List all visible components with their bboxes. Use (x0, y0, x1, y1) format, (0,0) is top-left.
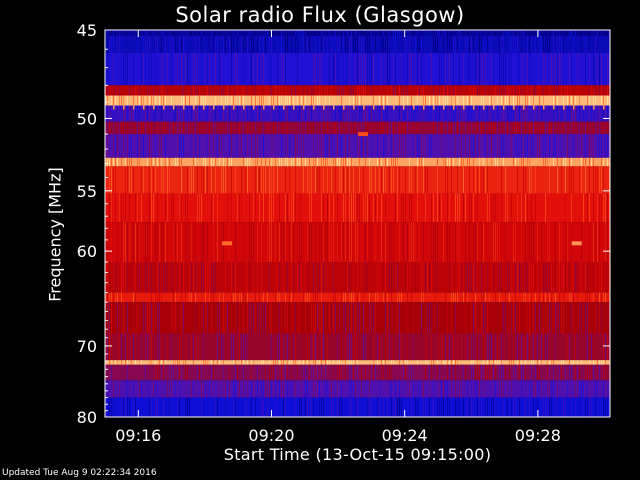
interference-tick (253, 105, 255, 110)
interference-tick (233, 105, 235, 110)
frequency-band (105, 302, 610, 334)
frequency-band (105, 35, 610, 53)
frequency-band (105, 364, 610, 381)
interference-tick (573, 105, 575, 110)
y-axis-label: Frequency [MHz] (45, 167, 65, 302)
radio-burst (571, 241, 582, 246)
interference-tick (383, 105, 385, 110)
interference-tick (603, 105, 605, 110)
plot-frame (104, 29, 611, 418)
frequency-band (105, 85, 610, 96)
interference-tick (363, 105, 365, 110)
interference-tick (123, 105, 125, 110)
interference-tick (323, 105, 325, 110)
interference-tick (173, 105, 175, 110)
interference-tick (153, 105, 155, 110)
frequency-band (105, 380, 610, 398)
y-tick-label: 80 (77, 408, 97, 427)
frequency-band (105, 157, 610, 167)
interference-tick (533, 105, 535, 110)
x-tick-label: 09:24 (382, 426, 428, 445)
interference-tick (543, 105, 545, 110)
frequency-band (105, 166, 610, 194)
y-tick-label: 60 (77, 242, 97, 261)
interference-tick (303, 105, 305, 110)
y-tick-label: 45 (77, 21, 97, 40)
x-tick-label: 09:20 (248, 426, 294, 445)
interference-tick (223, 105, 225, 110)
interference-tick (523, 105, 525, 110)
interference-tick (163, 105, 165, 110)
interference-tick (413, 105, 415, 110)
interference-tick (263, 105, 265, 110)
spectrogram-heatmap (105, 30, 610, 417)
interference-tick (423, 105, 425, 110)
frequency-band (105, 360, 610, 365)
frequency-band (105, 193, 610, 223)
frequency-band (105, 52, 610, 86)
radio-burst (358, 132, 369, 137)
interference-tick (503, 105, 505, 110)
interference-tick (453, 105, 455, 110)
interference-tick (133, 105, 135, 110)
x-tick-label: 09:28 (515, 426, 561, 445)
y-tick-label: 70 (77, 337, 97, 356)
interference-tick (273, 105, 275, 110)
frequency-band (105, 121, 610, 135)
interference-tick (563, 105, 565, 110)
interference-tick (493, 105, 495, 110)
interference-tick (513, 105, 515, 110)
x-axis: 09:16 09:20 09:24 09:28 (115, 30, 561, 445)
y-tick-label: 55 (77, 182, 97, 201)
frequency-band (105, 397, 610, 417)
interference-tick (313, 105, 315, 110)
chart-title: Solar radio Flux (Glasgow) (175, 3, 465, 27)
interference-tick (143, 105, 145, 110)
interference-tick (113, 105, 115, 110)
interference-tick (393, 105, 395, 110)
frequency-band (105, 134, 610, 158)
y-axis: 45 50 55 60 70 80 (77, 21, 610, 427)
interference-tick (343, 105, 345, 110)
x-axis-label: Start Time (13-Oct-15 09:15:00) (223, 445, 492, 464)
interference-tick (583, 105, 585, 110)
interference-tick (473, 105, 475, 110)
interference-tick (183, 105, 185, 110)
interference-tick (553, 105, 555, 110)
interference-tick (293, 105, 295, 110)
frequency-band (105, 262, 610, 293)
frequency-band (105, 333, 610, 361)
interference-tick (443, 105, 445, 110)
frequency-band (105, 95, 610, 106)
interference-tick (463, 105, 465, 110)
interference-tick (283, 105, 285, 110)
y-tick-label: 50 (77, 109, 97, 128)
radio-burst (222, 241, 233, 246)
interference-tick (213, 105, 215, 110)
interference-tick (203, 105, 205, 110)
frequency-band (105, 292, 610, 303)
interference-tick (193, 105, 195, 110)
interference-tick (593, 105, 595, 110)
updated-timestamp: Updated Tue Aug 9 02:22:34 2016 (2, 468, 157, 478)
interference-tick (403, 105, 405, 110)
interference-tick (433, 105, 435, 110)
interference-tick (373, 105, 375, 110)
interference-tick (243, 105, 245, 110)
interference-tick (333, 105, 335, 110)
interference-tick (353, 105, 355, 110)
frequency-band (105, 222, 610, 263)
frequency-band (105, 105, 610, 122)
frequency-band (105, 30, 610, 36)
interference-tick (483, 105, 485, 110)
x-tick-label: 09:16 (115, 426, 161, 445)
